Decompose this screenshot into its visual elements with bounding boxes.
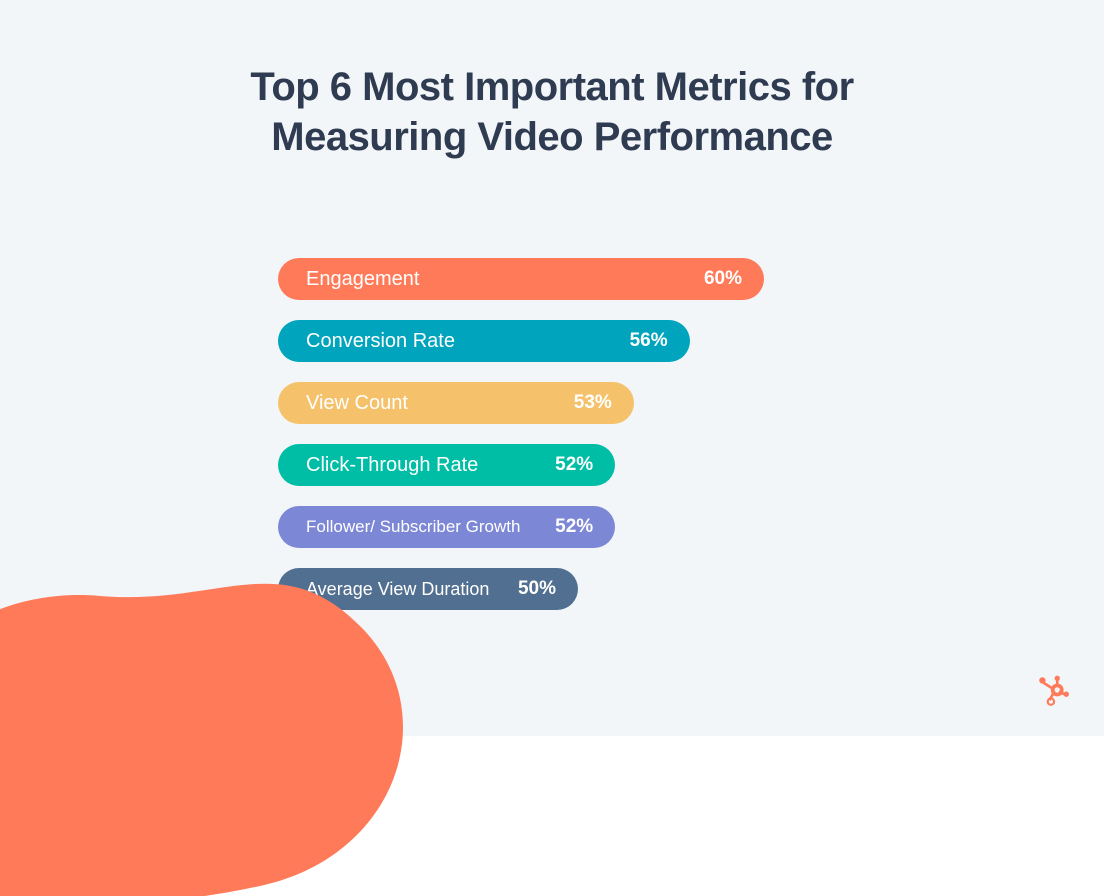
hubspot-logo-icon [1036, 674, 1070, 708]
bar-value: 53% [574, 392, 612, 414]
infographic-canvas: Top 6 Most Important Metrics for Measuri… [0, 0, 1104, 736]
bar-label: Click-Through Rate [306, 454, 478, 477]
bar-label: Conversion Rate [306, 330, 455, 353]
bar-value: 50% [518, 578, 556, 600]
title-line-1: Top 6 Most Important Metrics for [250, 65, 853, 109]
bar-value: 52% [555, 516, 593, 538]
bar-label: View Count [306, 392, 408, 415]
bar-value: 56% [630, 330, 668, 352]
bar-value: 60% [704, 268, 742, 290]
bar-row: View Count 53% [278, 382, 634, 424]
bar-label: Engagement [306, 268, 419, 291]
bar-value: 52% [555, 454, 593, 476]
chart-title: Top 6 Most Important Metrics for Measuri… [0, 62, 1104, 162]
bar-row: Conversion Rate 56% [278, 320, 690, 362]
title-line-2: Measuring Video Performance [271, 115, 833, 159]
bar-row: Engagement 60% [278, 258, 764, 300]
decorative-blob [0, 476, 440, 896]
